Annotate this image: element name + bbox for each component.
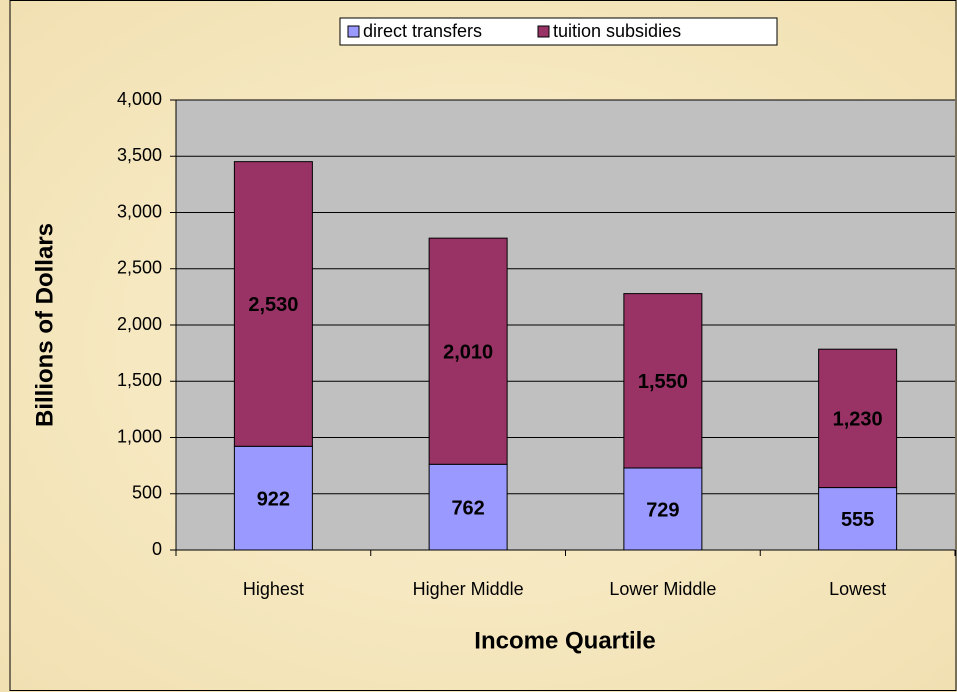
x-axis-title: Income Quartile	[474, 627, 655, 654]
data-label: 729	[646, 499, 679, 521]
bar-segment	[428, 237, 508, 465]
y-tick-label: 500	[132, 483, 162, 503]
legend-label: tuition subsidies	[553, 21, 681, 41]
chart-border	[9, 0, 957, 691]
data-label: 1,550	[638, 371, 688, 393]
bar-segment	[428, 463, 508, 551]
y-tick-label: 2,500	[117, 258, 162, 278]
data-label: 555	[841, 509, 874, 531]
y-tick-label: 2,000	[117, 314, 162, 334]
x-tick-label: Lowest	[829, 579, 886, 599]
data-label: 762	[451, 497, 484, 519]
bar-segment	[623, 467, 703, 551]
data-label: 2,530	[248, 294, 298, 316]
bar-segment	[818, 487, 898, 551]
x-tick-label: Highest	[243, 579, 304, 599]
data-label: 922	[257, 488, 290, 510]
bar-segment	[818, 348, 898, 489]
x-tick-label: Higher Middle	[413, 579, 524, 599]
x-tick-label: Lower Middle	[609, 579, 716, 599]
bar-segment	[233, 445, 313, 551]
legend-swatch	[347, 25, 360, 38]
y-axis-title: Billions of Dollars	[31, 223, 58, 427]
legend-box	[339, 17, 778, 46]
data-label: 2,010	[443, 341, 493, 363]
legend-label: direct transfers	[363, 21, 482, 41]
y-tick-label: 4,000	[117, 89, 162, 109]
y-tick-label: 0	[152, 539, 162, 559]
y-tick-label: 1,000	[117, 426, 162, 446]
legend-swatch	[537, 25, 550, 38]
bar-segment	[233, 161, 313, 447]
bar-segment	[623, 293, 703, 469]
y-tick-label: 3,000	[117, 201, 162, 221]
y-tick-label: 1,500	[117, 370, 162, 390]
data-label: 1,230	[833, 409, 883, 431]
y-tick-label: 3,500	[117, 145, 162, 165]
